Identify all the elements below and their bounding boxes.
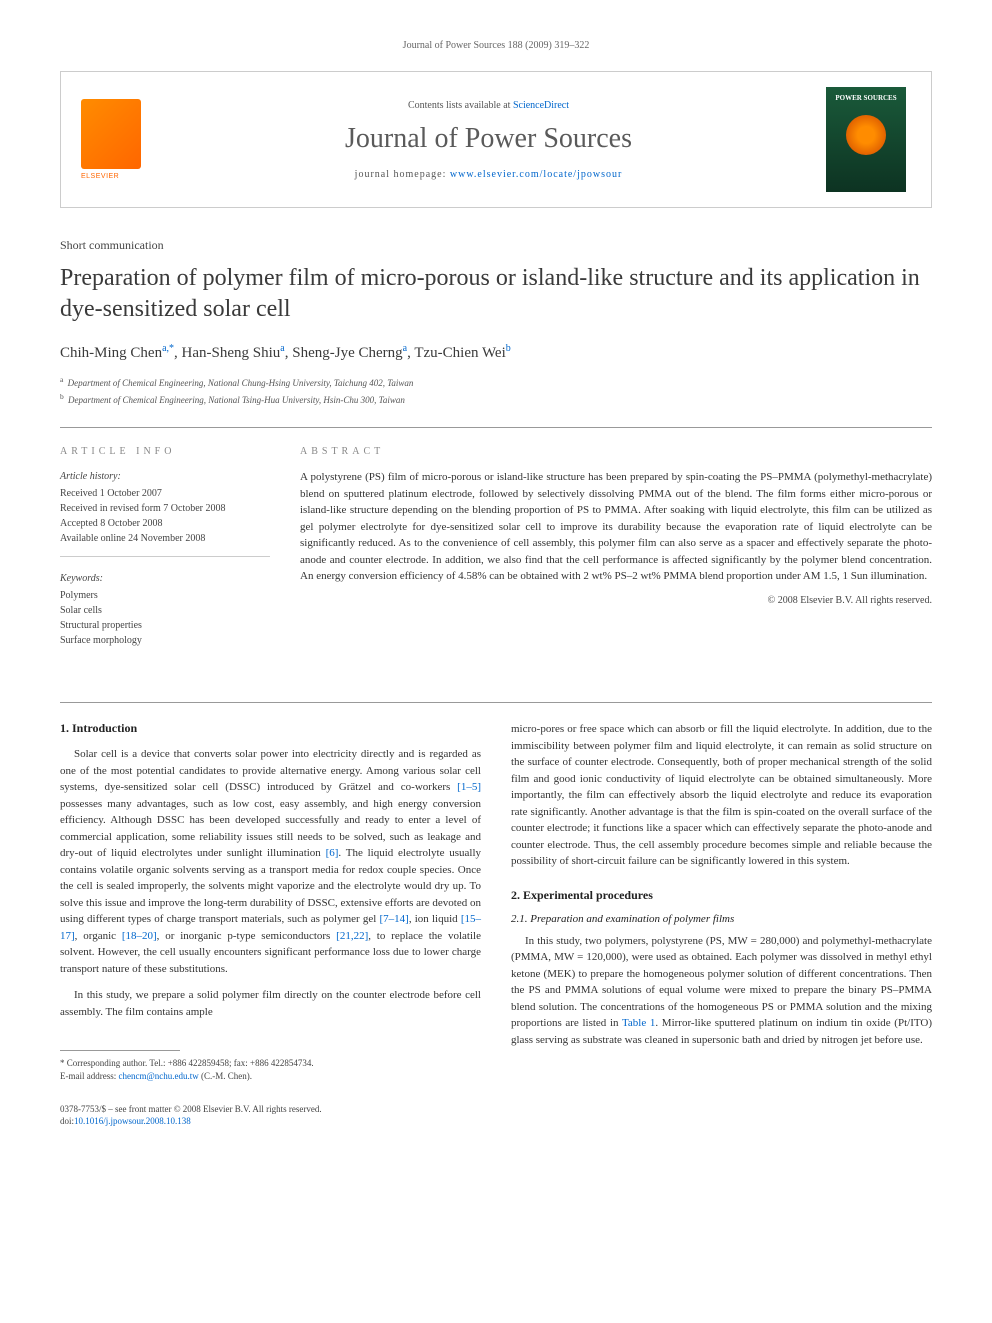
body-paragraph: micro-pores or free space which can abso… <box>511 721 932 870</box>
author-name: Chih-Ming Chen <box>60 345 162 361</box>
right-column: micro-pores or free space which can abso… <box>511 721 932 1127</box>
journal-cover-block: POWER SOURCES <box>826 87 911 192</box>
author-sup: b <box>506 343 511 354</box>
publisher-logo-block: ELSEVIER <box>81 99 151 180</box>
affiliation-text: Department of Chemical Engineering, Nati… <box>68 378 414 388</box>
doi-link[interactable]: 10.1016/j.jpowsour.2008.10.138 <box>74 1116 191 1126</box>
left-column: 1. Introduction Solar cell is a device t… <box>60 721 481 1127</box>
journal-name: Journal of Power Sources <box>151 123 826 155</box>
subsection-heading: 2.1. Preparation and examination of poly… <box>511 913 932 925</box>
article-info-column: ARTICLE INFO Article history: Received 1… <box>60 446 270 672</box>
masthead-center: Contents lists available at ScienceDirec… <box>151 100 826 180</box>
author: Chih-Ming Chena,* <box>60 345 174 361</box>
keyword: Solar cells <box>60 603 270 618</box>
doi-prefix: doi: <box>60 1116 74 1126</box>
info-abstract-row: ARTICLE INFO Article history: Received 1… <box>60 446 932 672</box>
body-paragraph: In this study, two polymers, polystyrene… <box>511 933 932 1049</box>
author-sup: a,* <box>162 343 174 354</box>
body-columns: 1. Introduction Solar cell is a device t… <box>60 721 932 1127</box>
affiliation-text: Department of Chemical Engineering, Nati… <box>68 395 405 405</box>
sciencedirect-link[interactable]: ScienceDirect <box>513 100 569 111</box>
table-ref-link[interactable]: Table 1 <box>622 1017 655 1029</box>
keywords-block: Keywords: Polymers Solar cells Structura… <box>60 571 270 658</box>
email-link[interactable]: chencm@nchu.edu.tw <box>118 1071 198 1081</box>
section-heading-intro: 1. Introduction <box>60 721 481 736</box>
history-line: Accepted 8 October 2008 <box>60 516 270 531</box>
body-text: , ion liquid <box>409 913 461 925</box>
abstract-column: ABSTRACT A polystyrene (PS) film of micr… <box>300 446 932 672</box>
email-suffix: (C.-M. Chen). <box>199 1071 252 1081</box>
contents-prefix: Contents lists available at <box>408 100 513 111</box>
history-line: Received in revised form 7 October 2008 <box>60 501 270 516</box>
divider <box>60 702 932 703</box>
footnote-divider <box>60 1050 180 1051</box>
affiliation: b Department of Chemical Engineering, Na… <box>60 391 932 408</box>
section-heading-experimental: 2. Experimental procedures <box>511 888 932 903</box>
article-title: Preparation of polymer film of micro-por… <box>60 263 932 325</box>
author-list: Chih-Ming Chena,*, Han-Sheng Shiua, Shen… <box>60 343 932 362</box>
contents-line: Contents lists available at ScienceDirec… <box>151 100 826 111</box>
body-text: , or inorganic p-type semiconductors <box>157 930 336 942</box>
citation-link[interactable]: [18–20] <box>122 930 157 942</box>
author-name: Tzu-Chien Wei <box>414 345 505 361</box>
homepage-line: journal homepage: www.elsevier.com/locat… <box>151 169 826 180</box>
footnote-email-line: E-mail address: chencm@nchu.edu.tw (C.-M… <box>60 1070 481 1083</box>
author-name: Sheng-Jye Cherng <box>292 345 402 361</box>
cover-title: POWER SOURCES <box>835 95 896 103</box>
body-text: , organic <box>75 930 122 942</box>
divider <box>60 427 932 428</box>
article-history-block: Article history: Received 1 October 2007… <box>60 469 270 557</box>
keyword: Structural properties <box>60 618 270 633</box>
history-line: Available online 24 November 2008 <box>60 531 270 546</box>
cover-graphic-icon <box>846 115 886 155</box>
elsevier-tree-icon <box>81 99 141 169</box>
abstract-heading: ABSTRACT <box>300 446 932 457</box>
affiliation: a Department of Chemical Engineering, Na… <box>60 374 932 391</box>
author-name: Han-Sheng Shiu <box>182 345 281 361</box>
publisher-name: ELSEVIER <box>81 173 151 180</box>
article-info-heading: ARTICLE INFO <box>60 446 270 457</box>
history-label: Article history: <box>60 469 270 484</box>
body-text: Solar cell is a device that converts sol… <box>60 748 481 793</box>
affiliations: a Department of Chemical Engineering, Na… <box>60 374 932 407</box>
footnote-tel: * Corresponding author. Tel.: +886 42285… <box>60 1057 481 1070</box>
journal-cover-thumbnail: POWER SOURCES <box>826 87 906 192</box>
footer-doi: doi:10.1016/j.jpowsour.2008.10.138 <box>60 1115 481 1128</box>
citation-link[interactable]: [1–5] <box>457 781 481 793</box>
author: Sheng-Jye Chernga <box>292 345 407 361</box>
corresponding-author-footnote: * Corresponding author. Tel.: +886 42285… <box>60 1057 481 1082</box>
journal-masthead: ELSEVIER Contents lists available at Sci… <box>60 71 932 208</box>
body-text: In this study, two polymers, polystyrene… <box>511 935 932 1030</box>
body-paragraph: In this study, we prepare a solid polyme… <box>60 987 481 1020</box>
homepage-link[interactable]: www.elsevier.com/locate/jpowsour <box>450 169 622 180</box>
citation-link[interactable]: [6] <box>326 847 339 859</box>
keywords-label: Keywords: <box>60 571 270 586</box>
running-header: Journal of Power Sources 188 (2009) 319–… <box>60 40 932 51</box>
author-sup: a <box>403 343 407 354</box>
citation-link[interactable]: [21,22] <box>336 930 368 942</box>
abstract-text: A polystyrene (PS) film of micro-porous … <box>300 469 932 585</box>
email-label: E-mail address: <box>60 1071 118 1081</box>
citation-link[interactable]: [7–14] <box>380 913 409 925</box>
author: Tzu-Chien Weib <box>414 345 510 361</box>
footer-copyright: 0378-7753/$ – see front matter © 2008 El… <box>60 1103 481 1116</box>
affiliation-sup: b <box>60 392 64 401</box>
footer-block: 0378-7753/$ – see front matter © 2008 El… <box>60 1103 481 1128</box>
keyword: Surface morphology <box>60 633 270 648</box>
article-type: Short communication <box>60 238 932 253</box>
abstract-copyright: © 2008 Elsevier B.V. All rights reserved… <box>300 595 932 606</box>
author-sup: a <box>280 343 284 354</box>
affiliation-sup: a <box>60 375 63 384</box>
history-line: Received 1 October 2007 <box>60 486 270 501</box>
keyword: Polymers <box>60 588 270 603</box>
author: Han-Sheng Shiua <box>182 345 285 361</box>
body-paragraph: Solar cell is a device that converts sol… <box>60 746 481 977</box>
homepage-prefix: journal homepage: <box>355 169 450 180</box>
